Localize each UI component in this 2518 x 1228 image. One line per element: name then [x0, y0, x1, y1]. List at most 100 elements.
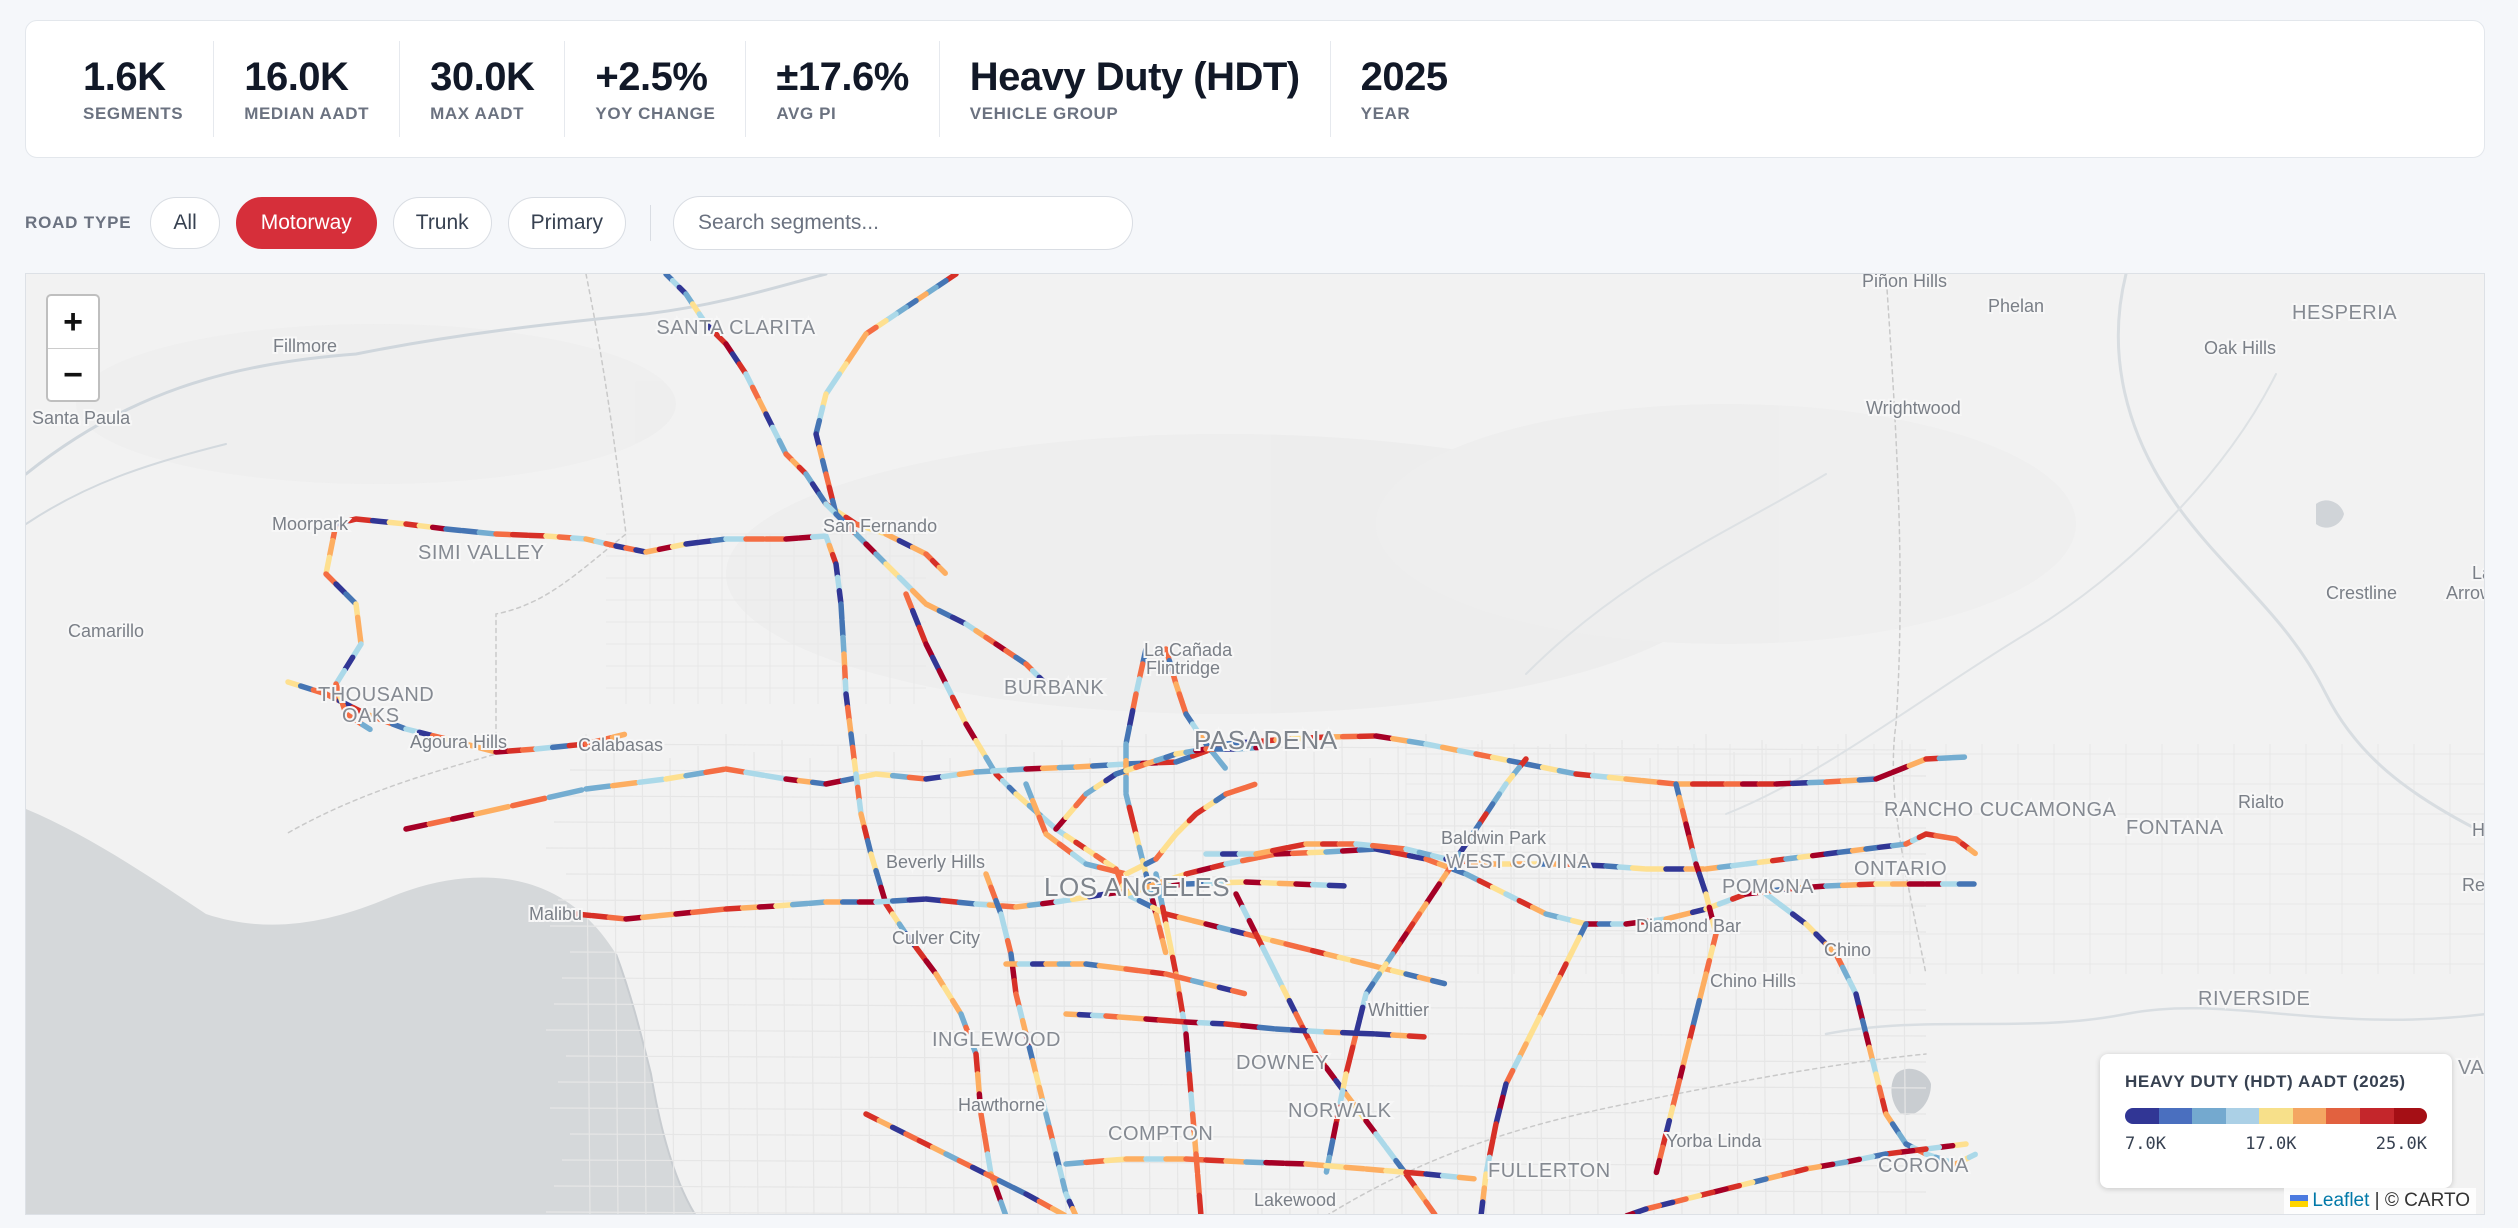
- highway-segment[interactable]: [1083, 961, 1101, 969]
- highway-segment[interactable]: [1629, 865, 1648, 872]
- highway-segment[interactable]: [1029, 1057, 1039, 1076]
- highway-segment[interactable]: [1663, 913, 1681, 922]
- highway-segment[interactable]: [609, 731, 628, 741]
- highway-segment[interactable]: [983, 634, 998, 646]
- highway-segment[interactable]: [1196, 864, 1214, 874]
- highway-segment[interactable]: [1269, 844, 1291, 854]
- highway-segment[interactable]: [1410, 911, 1423, 926]
- highway-segment[interactable]: [1330, 1121, 1339, 1142]
- highway-segment[interactable]: [1846, 977, 1858, 996]
- highway-segment[interactable]: [843, 521, 858, 536]
- highway-segment[interactable]: [1477, 811, 1489, 826]
- highway-segment[interactable]: [883, 901, 895, 916]
- highway-segment[interactable]: [1223, 740, 1244, 747]
- highway-segment[interactable]: [1936, 754, 1954, 762]
- highway-segment[interactable]: [889, 1124, 908, 1136]
- highway-segment[interactable]: [323, 571, 338, 586]
- highway-segment[interactable]: [1623, 919, 1641, 927]
- highway-segment[interactable]: [1404, 921, 1416, 936]
- highway-segment[interactable]: [476, 744, 497, 755]
- highway-segment[interactable]: [1159, 904, 1169, 925]
- highway-segment[interactable]: [1639, 777, 1661, 785]
- highway-segment[interactable]: [848, 731, 856, 749]
- highway-segment[interactable]: [856, 771, 877, 781]
- highway-segment[interactable]: [1223, 858, 1244, 867]
- highway-segment[interactable]: [1906, 757, 1927, 769]
- highway-segment[interactable]: [1039, 1097, 1049, 1116]
- highway-segment[interactable]: [983, 871, 994, 889]
- highway-segment[interactable]: [1364, 981, 1376, 996]
- highway-segment[interactable]: [1343, 1091, 1358, 1109]
- highway-segment[interactable]: [1751, 1176, 1769, 1185]
- highway-segment[interactable]: [556, 534, 574, 541]
- highway-segment[interactable]: [297, 683, 315, 693]
- highway-segment[interactable]: [1216, 757, 1228, 771]
- highway-segment[interactable]: [1450, 851, 1463, 866]
- highway-segment[interactable]: [1503, 891, 1521, 903]
- highway-segment[interactable]: [1176, 914, 1194, 924]
- highway-segment[interactable]: [1653, 1157, 1663, 1176]
- highway-segment[interactable]: [1083, 1158, 1107, 1166]
- highway-segment[interactable]: [1143, 878, 1167, 891]
- highway-segment[interactable]: [1938, 1142, 1956, 1150]
- highway-segment[interactable]: [1663, 1117, 1673, 1136]
- highway-segment[interactable]: [1036, 1198, 1054, 1211]
- highway-segment[interactable]: [1724, 1182, 1743, 1192]
- highway-segment[interactable]: [703, 766, 727, 776]
- highway-segment[interactable]: [1169, 669, 1179, 686]
- highway-segment[interactable]: [1350, 1031, 1359, 1049]
- highway-segment[interactable]: [1136, 844, 1146, 862]
- highway-segment[interactable]: [1879, 1097, 1889, 1116]
- highway-segment[interactable]: [443, 736, 464, 746]
- highway-segment[interactable]: [1063, 1159, 1087, 1167]
- highway-segment[interactable]: [1023, 781, 1035, 802]
- highway-segment[interactable]: [1223, 879, 1247, 886]
- highway-segment[interactable]: [1776, 901, 1794, 916]
- highway-segment[interactable]: [1686, 834, 1696, 852]
- map-canvas[interactable]: SANTA CLARITA Fillmore Santa Paula Moorpark…: [26, 274, 2485, 1215]
- highway-segment[interactable]: [1129, 817, 1139, 836]
- highway-segment[interactable]: [573, 911, 594, 919]
- highway-segment[interactable]: [1173, 753, 1194, 765]
- highway-segment[interactable]: [1203, 879, 1227, 887]
- highway-segment[interactable]: [913, 944, 928, 962]
- highway-segment[interactable]: [1196, 1192, 1204, 1214]
- highway-segment[interactable]: [1557, 961, 1569, 979]
- highway-segment[interactable]: [1636, 918, 1654, 926]
- highway-segment[interactable]: [519, 746, 538, 753]
- highway-segment[interactable]: [943, 1151, 961, 1163]
- highway-segment[interactable]: [403, 821, 430, 832]
- highway-segment[interactable]: [1606, 774, 1627, 782]
- highway-segment[interactable]: [1796, 853, 1814, 861]
- highway-segment[interactable]: [1136, 661, 1146, 680]
- highway-segment[interactable]: [856, 797, 864, 816]
- highway-segment[interactable]: [939, 897, 961, 905]
- highway-segment[interactable]: [683, 539, 701, 547]
- highway-segment[interactable]: [1923, 1151, 1938, 1160]
- highway-segment[interactable]: [1036, 814, 1048, 835]
- highway-segment[interactable]: [1229, 987, 1248, 997]
- highway-segment[interactable]: [936, 667, 948, 686]
- highway-segment[interactable]: [1496, 1094, 1506, 1112]
- highway-segment[interactable]: [1001, 924, 1011, 942]
- highway-segment[interactable]: [993, 641, 1008, 653]
- highway-segment[interactable]: [566, 741, 587, 749]
- highway-segment[interactable]: [1933, 1154, 1948, 1164]
- highway-segment[interactable]: [1196, 1019, 1214, 1027]
- highway-segment[interactable]: [916, 624, 928, 645]
- highway-segment[interactable]: [1483, 1154, 1493, 1175]
- highway-segment[interactable]: [1689, 847, 1699, 866]
- highway-segment[interactable]: [1313, 1051, 1328, 1069]
- highway-segment[interactable]: [1033, 1071, 1042, 1089]
- highway-segment[interactable]: [1873, 1071, 1882, 1089]
- highway-segment[interactable]: [861, 824, 871, 842]
- highway-segment[interactable]: [1476, 877, 1494, 890]
- highway-segment[interactable]: [1189, 977, 1208, 987]
- highway-segment[interactable]: [1569, 917, 1588, 927]
- highway-segment[interactable]: [1529, 904, 1548, 916]
- highway-segment[interactable]: [1203, 798, 1218, 811]
- highway-segment[interactable]: [1603, 863, 1621, 870]
- highway-segment[interactable]: [844, 351, 856, 366]
- highway-segment[interactable]: [723, 341, 735, 356]
- highway-segment[interactable]: [1093, 778, 1108, 791]
